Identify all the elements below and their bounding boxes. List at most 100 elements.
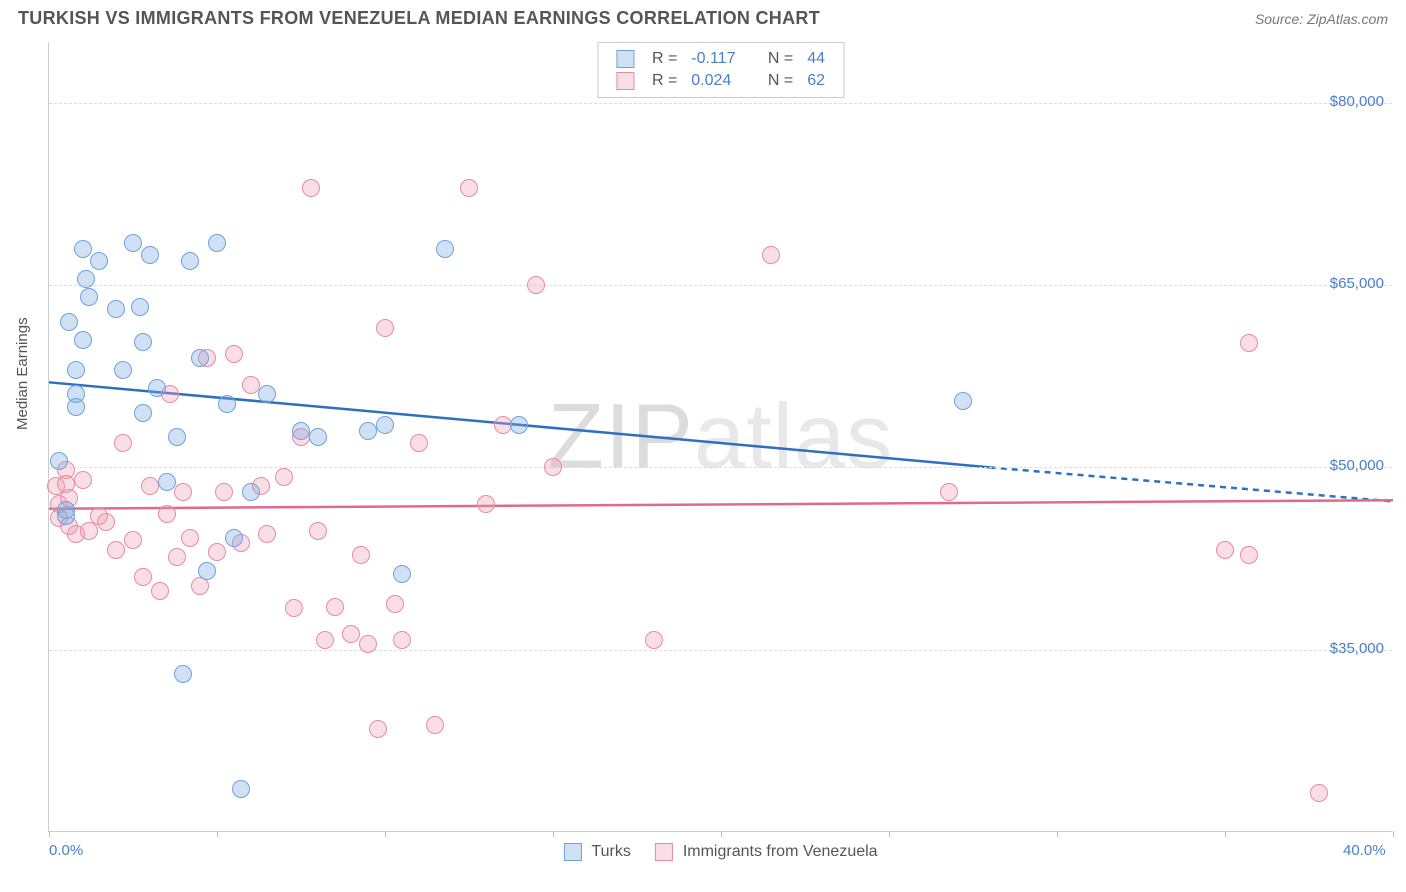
data-point-venez [151, 582, 169, 600]
data-point-venez [225, 345, 243, 363]
data-point-venez [168, 548, 186, 566]
data-point-venez [134, 568, 152, 586]
data-point-turks [148, 379, 166, 397]
data-point-venez [544, 458, 562, 476]
data-point-turks [60, 313, 78, 331]
x-tick-label: 0.0% [49, 842, 83, 859]
venez-r-value: 0.024 [691, 72, 731, 89]
swatch-venez [655, 843, 673, 861]
data-point-venez [107, 541, 125, 559]
data-point-venez [460, 179, 478, 197]
data-point-venez [426, 716, 444, 734]
data-point-turks [225, 529, 243, 547]
regression-lines [49, 42, 1392, 831]
data-point-turks [50, 452, 68, 470]
data-point-venez [494, 416, 512, 434]
data-point-turks [168, 428, 186, 446]
data-point-turks [90, 252, 108, 270]
venez-n-value: 62 [807, 72, 825, 89]
x-tick-mark [721, 831, 722, 837]
x-tick-mark [217, 831, 218, 837]
gridline [49, 103, 1392, 104]
n-label: N = [768, 72, 793, 89]
swatch-turks [616, 50, 634, 68]
data-point-venez [645, 631, 663, 649]
data-point-turks [134, 333, 152, 351]
data-point-turks [954, 392, 972, 410]
legend-stats: R = -0.117 N = 44 R = 0.024 N = 62 [597, 42, 844, 98]
x-tick-mark [1225, 831, 1226, 837]
data-point-turks [359, 422, 377, 440]
r-label: R = [652, 72, 677, 89]
data-point-turks [67, 398, 85, 416]
legend-label-venez: Immigrants from Venezuela [683, 843, 878, 861]
data-point-turks [181, 252, 199, 270]
data-point-venez [393, 631, 411, 649]
x-tick-mark [553, 831, 554, 837]
data-point-venez [309, 522, 327, 540]
x-tick-label: 40.0% [1343, 842, 1386, 859]
legend-stats-row-venez: R = 0.024 N = 62 [610, 71, 831, 91]
data-point-venez [386, 595, 404, 613]
data-point-venez [369, 720, 387, 738]
y-tick-label: $65,000 [1330, 275, 1384, 292]
turks-n-value: 44 [807, 50, 825, 67]
chart-title: TURKISH VS IMMIGRANTS FROM VENEZUELA MED… [18, 8, 820, 29]
data-point-turks [77, 270, 95, 288]
data-point-turks [141, 246, 159, 264]
data-point-venez [1310, 784, 1328, 802]
data-point-venez [141, 477, 159, 495]
legend-stats-row-turks: R = -0.117 N = 44 [610, 49, 831, 69]
data-point-turks [510, 416, 528, 434]
data-point-venez [258, 525, 276, 543]
x-tick-mark [1057, 831, 1058, 837]
data-point-turks [198, 562, 216, 580]
data-point-venez [208, 543, 226, 561]
data-point-venez [181, 529, 199, 547]
legend-item-turks: Turks [563, 843, 630, 861]
data-point-turks [292, 422, 310, 440]
data-point-turks [74, 240, 92, 258]
swatch-venez [616, 72, 634, 90]
data-point-turks [208, 234, 226, 252]
data-point-turks [67, 361, 85, 379]
data-point-venez [158, 505, 176, 523]
data-point-venez [242, 376, 260, 394]
gridline [49, 467, 1392, 468]
data-point-venez [326, 598, 344, 616]
data-point-venez [376, 319, 394, 337]
x-tick-mark [1393, 831, 1394, 837]
data-point-venez [174, 483, 192, 501]
data-point-venez [215, 483, 233, 501]
data-point-turks [74, 331, 92, 349]
source-label: Source: ZipAtlas.com [1255, 11, 1388, 27]
data-point-turks [131, 298, 149, 316]
y-tick-label: $50,000 [1330, 457, 1384, 474]
data-point-turks [107, 300, 125, 318]
data-point-turks [393, 565, 411, 583]
data-point-venez [762, 246, 780, 264]
data-point-venez [114, 434, 132, 452]
data-point-venez [1240, 334, 1258, 352]
data-point-turks [232, 780, 250, 798]
chart-plot-area: ZIPatlas R = -0.117 N = 44 R = 0.024 N =… [48, 42, 1392, 832]
data-point-venez [285, 599, 303, 617]
gridline [49, 285, 1392, 286]
data-point-turks [258, 385, 276, 403]
regression-line [49, 500, 1393, 509]
data-point-venez [191, 577, 209, 595]
data-point-turks [436, 240, 454, 258]
data-point-venez [527, 276, 545, 294]
data-point-venez [1240, 546, 1258, 564]
y-tick-label: $35,000 [1330, 640, 1384, 657]
data-point-turks [80, 288, 98, 306]
legend-item-venez: Immigrants from Venezuela [655, 843, 878, 861]
legend-label-turks: Turks [591, 843, 630, 861]
data-point-turks [134, 404, 152, 422]
x-tick-mark [889, 831, 890, 837]
data-point-venez [124, 531, 142, 549]
y-tick-label: $80,000 [1330, 93, 1384, 110]
data-point-venez [477, 495, 495, 513]
data-point-turks [218, 395, 236, 413]
data-point-venez [352, 546, 370, 564]
